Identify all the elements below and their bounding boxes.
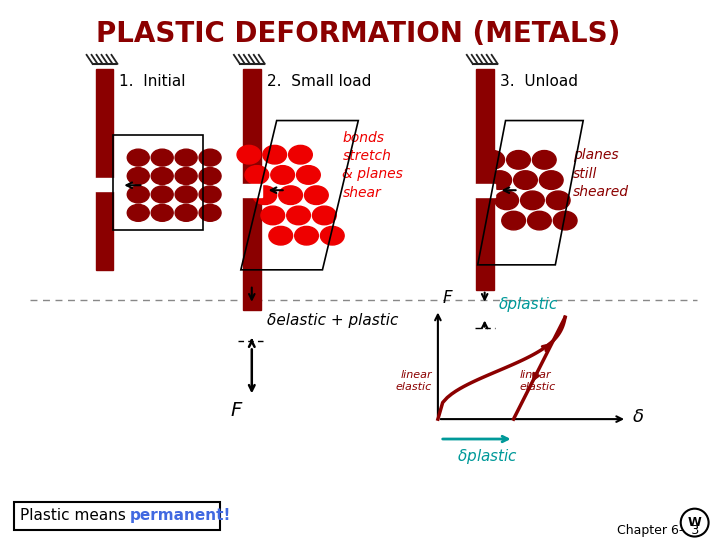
Text: $\delta$: $\delta$: [632, 408, 644, 426]
Text: F: F: [230, 401, 241, 420]
Text: linear
elastic: linear elastic: [520, 370, 556, 392]
Bar: [474, 184, 495, 197]
Text: 3.  Unload: 3. Unload: [500, 74, 577, 89]
Ellipse shape: [237, 145, 261, 164]
Bar: [476, 69, 494, 290]
Ellipse shape: [175, 149, 197, 166]
Ellipse shape: [532, 151, 556, 169]
Ellipse shape: [151, 167, 174, 185]
Ellipse shape: [546, 191, 570, 210]
Ellipse shape: [127, 205, 149, 221]
Ellipse shape: [528, 211, 552, 230]
Ellipse shape: [253, 186, 276, 205]
Ellipse shape: [151, 205, 174, 221]
Ellipse shape: [507, 151, 531, 169]
Text: planes
still
sheared: planes still sheared: [573, 148, 629, 199]
Ellipse shape: [151, 149, 174, 166]
Ellipse shape: [279, 186, 302, 205]
Text: PLASTIC DEFORMATION (METALS): PLASTIC DEFORMATION (METALS): [96, 20, 621, 48]
Ellipse shape: [175, 186, 197, 203]
Ellipse shape: [269, 226, 292, 245]
Ellipse shape: [263, 145, 287, 164]
Text: linear
elastic: linear elastic: [396, 370, 432, 392]
Ellipse shape: [151, 186, 174, 203]
Text: permanent!: permanent!: [130, 508, 230, 523]
Ellipse shape: [199, 205, 221, 221]
Text: $\delta$plastic: $\delta$plastic: [456, 447, 518, 466]
Ellipse shape: [294, 226, 318, 245]
Ellipse shape: [481, 151, 505, 169]
Ellipse shape: [287, 206, 310, 225]
FancyBboxPatch shape: [14, 502, 220, 530]
Bar: [114, 136, 203, 230]
Ellipse shape: [521, 191, 544, 210]
Ellipse shape: [127, 167, 149, 185]
Ellipse shape: [312, 206, 336, 225]
Bar: [94, 178, 114, 191]
Text: 2.  Small load: 2. Small load: [266, 74, 371, 89]
Ellipse shape: [297, 166, 320, 184]
Bar: [96, 69, 114, 270]
Ellipse shape: [488, 171, 511, 190]
Ellipse shape: [554, 211, 577, 230]
Bar: [242, 184, 262, 197]
Ellipse shape: [271, 166, 294, 184]
Ellipse shape: [305, 186, 328, 205]
Ellipse shape: [289, 145, 312, 164]
Text: 1.  Initial: 1. Initial: [120, 74, 186, 89]
Ellipse shape: [320, 226, 344, 245]
Ellipse shape: [199, 186, 221, 203]
Ellipse shape: [175, 167, 197, 185]
Text: Chapter 6-  3: Chapter 6- 3: [617, 524, 699, 537]
Text: Plastic means: Plastic means: [20, 508, 130, 523]
Ellipse shape: [199, 149, 221, 166]
Ellipse shape: [245, 166, 269, 184]
Text: W: W: [688, 516, 701, 529]
Text: δplastic: δplastic: [498, 296, 558, 312]
Text: bonds
stretch
& planes
shear: bonds stretch & planes shear: [342, 131, 403, 200]
Ellipse shape: [513, 171, 537, 190]
Text: F: F: [443, 289, 452, 307]
Ellipse shape: [127, 149, 149, 166]
Ellipse shape: [199, 167, 221, 185]
Ellipse shape: [495, 191, 518, 210]
Text: δelastic + plastic: δelastic + plastic: [266, 313, 398, 328]
Ellipse shape: [175, 205, 197, 221]
Ellipse shape: [502, 211, 526, 230]
Ellipse shape: [261, 206, 284, 225]
Ellipse shape: [127, 186, 149, 203]
Ellipse shape: [539, 171, 563, 190]
Bar: [243, 69, 261, 309]
